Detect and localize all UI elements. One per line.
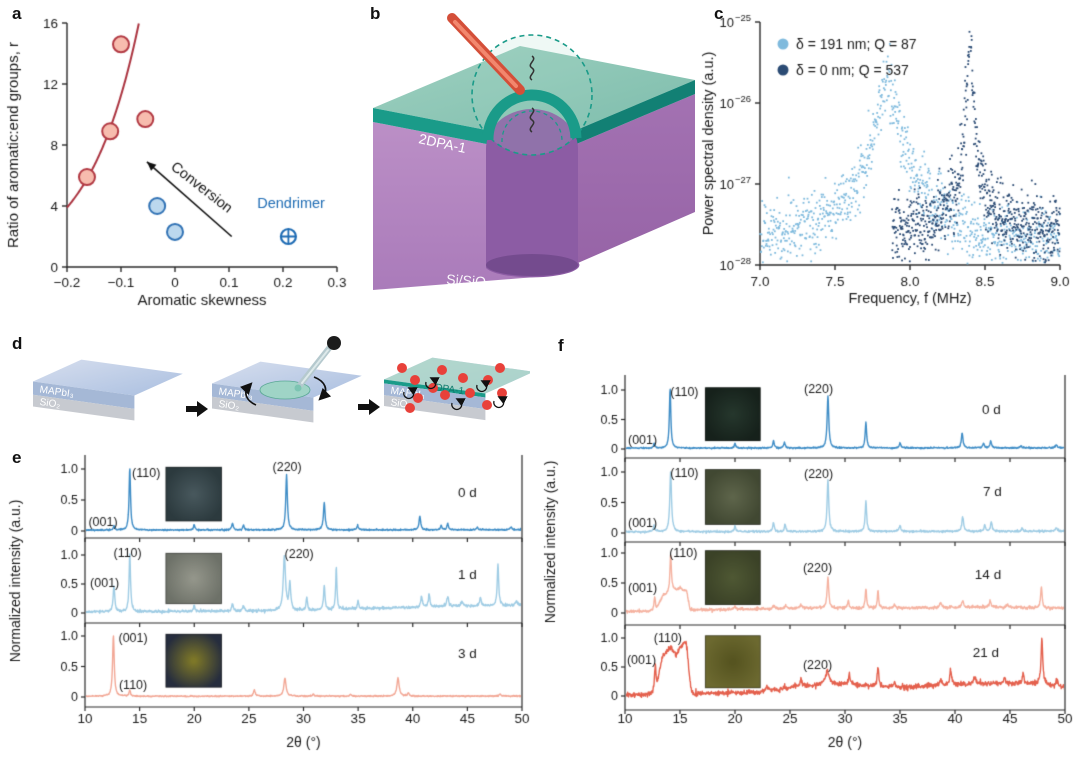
panel-e-chart [0, 445, 530, 762]
membrane-side-edge [548, 80, 695, 156]
laser-rod-highlight [453, 20, 518, 88]
panel-f-chart [535, 340, 1080, 762]
membrane-dome [482, 89, 582, 141]
sio2-layer [384, 395, 486, 421]
vibration-squiggle-icon [529, 55, 535, 81]
substrate-side-face [548, 94, 695, 276]
coating-top-face [384, 357, 530, 394]
panel-b-letter: b [370, 4, 381, 23]
panel-d-letter: d [12, 334, 23, 353]
substrate-label: Si/SiO₂ [446, 271, 492, 290]
panel-c-chart [700, 0, 1080, 330]
mapbi3-layer [33, 381, 135, 409]
panel-a-chart [0, 0, 360, 330]
spin-arrow-icon [313, 376, 332, 401]
panel-d-schematic: MAPbI₃ SiO₂ MAPbI₃ SiO₂ 2DPA-1 MAPb [33, 336, 530, 423]
mapbi3-layer [212, 383, 314, 411]
slab-step1: MAPbI₃ SiO₂ [33, 359, 183, 421]
slab-step3: 2DPA-1 MAPbI₃ SiO₂ [384, 357, 530, 421]
sio2-label: SiO₂ [39, 397, 61, 411]
pipette-bulb [327, 336, 341, 350]
dome-inner-outline [501, 110, 563, 143]
sio2-layer [33, 394, 135, 421]
coating-label: 2DPA-1 [429, 382, 465, 398]
cavity-floor [486, 254, 578, 276]
bounce-arrow-icons [403, 377, 508, 411]
pipette-drop [294, 384, 302, 392]
panel-b-illustration: 2DPA-1 Si/SiO₂ [373, 13, 695, 290]
sio2-layer [212, 396, 314, 423]
pipette-highlight [301, 349, 329, 384]
mapbi3-label: MAPbI₃ [39, 385, 75, 401]
step-arrow-icon [186, 401, 208, 417]
slab-top-face [33, 359, 183, 396]
vibration-squiggle-icon [529, 107, 535, 133]
spin-arrow-icon [240, 382, 257, 406]
step-arrow-icon [358, 399, 380, 415]
sio2-label: SiO₂ [218, 399, 240, 413]
